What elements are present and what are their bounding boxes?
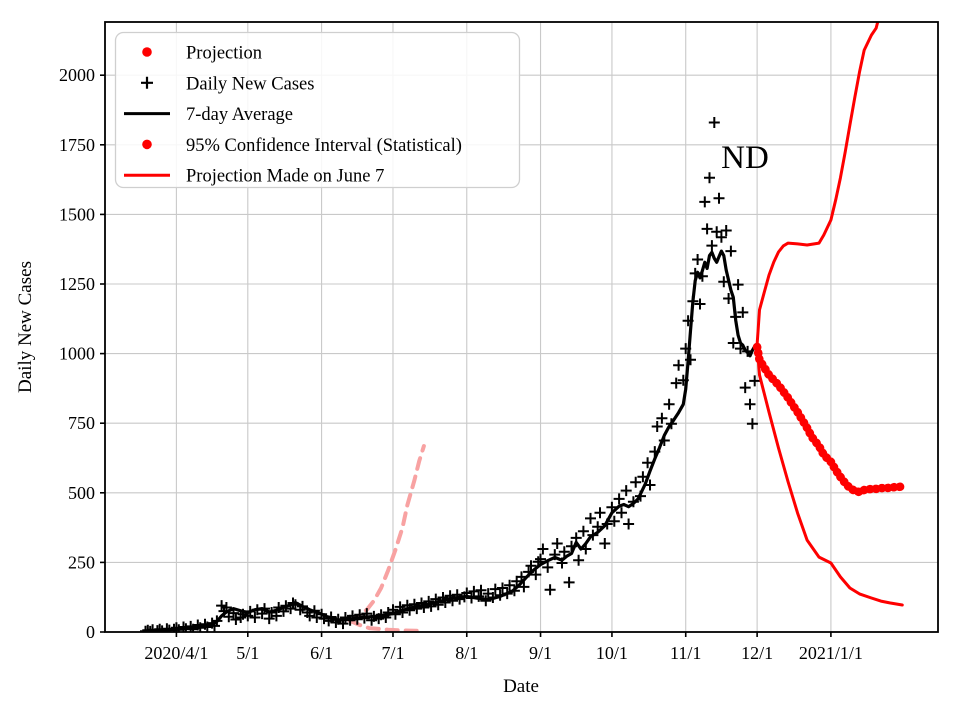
x-tick-label: 2021/1/1 bbox=[799, 643, 863, 663]
x-tick-label: 12/1 bbox=[741, 643, 773, 663]
y-tick-label: 1500 bbox=[59, 204, 95, 224]
legend-item-label: Projection bbox=[186, 44, 262, 64]
legend-marker-dot bbox=[142, 47, 152, 57]
ci-95-lower-series bbox=[755, 343, 904, 607]
nd-annotation: ND bbox=[721, 140, 769, 176]
y-tick-label: 1000 bbox=[59, 344, 95, 364]
legend-item-label: Projection Made on June 7 bbox=[186, 167, 384, 187]
x-tick-label: 2020/4/1 bbox=[144, 643, 208, 663]
y-tick-label: 1250 bbox=[59, 274, 95, 294]
legend-marker-dot bbox=[142, 139, 152, 150]
daily-new-cases-series bbox=[140, 117, 761, 632]
june7-projection-upper-series bbox=[348, 444, 426, 623]
y-tick-label: 2000 bbox=[59, 65, 95, 85]
legend-box bbox=[114, 31, 521, 189]
y-tick-label: 500 bbox=[68, 483, 95, 503]
x-tick-label: 10/1 bbox=[596, 643, 628, 663]
x-tick-label: 11/1 bbox=[670, 643, 701, 663]
x-tick-label: 5/1 bbox=[236, 643, 259, 663]
y-axis-label: Daily New Cases bbox=[15, 261, 36, 393]
legend-marker-plus bbox=[141, 76, 153, 89]
ci-95-upper-series bbox=[755, 22, 880, 347]
x-tick-label: 9/1 bbox=[529, 643, 552, 663]
plot-border bbox=[104, 21, 939, 633]
x-tick-label: 7/1 bbox=[381, 643, 404, 663]
projection-series bbox=[752, 342, 909, 497]
y-tick-label: 1750 bbox=[59, 135, 95, 155]
legend-item-label: Daily New Cases bbox=[186, 74, 314, 94]
y-tick-label: 0 bbox=[86, 622, 95, 642]
y-tick-label: 250 bbox=[68, 552, 95, 572]
legend: Projection Daily New Cases 7-day Average 95… bbox=[114, 31, 521, 189]
x-tick-label: 8/1 bbox=[455, 643, 478, 663]
legend-item-label: 7-day Average bbox=[186, 105, 293, 125]
legend-item-label: 95% Confidence Interval (Statistical) bbox=[186, 136, 462, 156]
june7-projection-lower-series bbox=[348, 618, 426, 632]
y-tick-label: 750 bbox=[68, 413, 95, 433]
x-tick-label: 6/1 bbox=[310, 643, 333, 663]
x-axis-label: Date bbox=[503, 676, 539, 697]
axes: 2020/4/1 5/1 6/1 7/1 8/1 9/1 10/1 11/1 12/1 2021/… bbox=[59, 21, 939, 663]
seven-day-average-series bbox=[151, 249, 757, 632]
